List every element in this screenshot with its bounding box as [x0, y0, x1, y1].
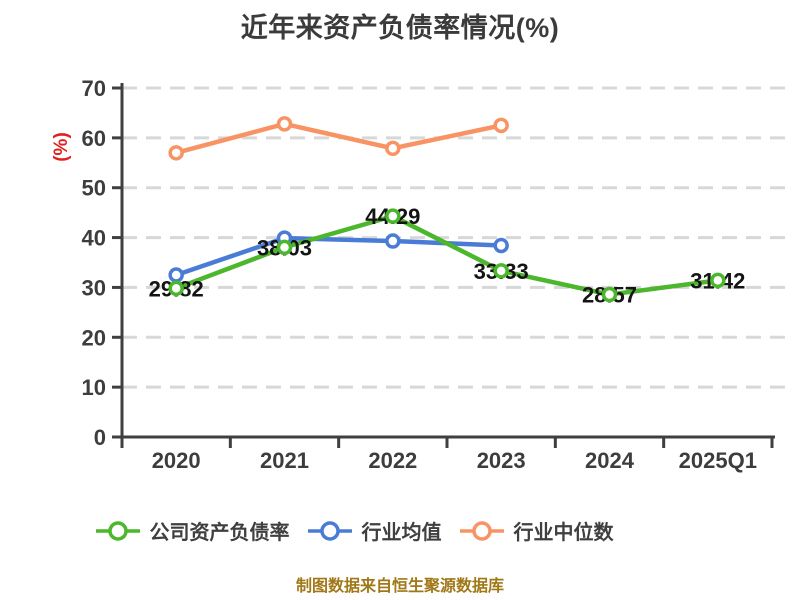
- chart-title: 近年来资产负债率情况(%): [240, 13, 560, 43]
- y-tick-label: 10: [82, 375, 106, 400]
- data-point: [168, 280, 184, 297]
- y-tick-label: 30: [82, 275, 106, 300]
- y-tick-label: 40: [82, 226, 106, 251]
- series-line: [173, 213, 721, 297]
- data-point: [493, 117, 509, 134]
- x-tick-label: 2025Q1: [679, 448, 757, 473]
- legend: 公司资产负债率 行业均值 行业中位数: [0, 516, 800, 545]
- x-tick-label: 2024: [585, 448, 635, 473]
- data-point: [385, 140, 401, 157]
- series-line: [173, 121, 504, 156]
- data-point: [385, 208, 401, 224]
- y-tick-label: 0: [94, 425, 106, 450]
- legend-item-company-ratio[interactable]: 公司资产负债率: [95, 516, 290, 545]
- x-tick-label: 2022: [368, 448, 417, 473]
- data-point: [710, 272, 726, 289]
- legend-label: 行业均值: [361, 522, 442, 544]
- x-tick-label: 2020: [152, 448, 201, 473]
- x-tick-label: 2023: [477, 448, 526, 473]
- legend-label: 行业中位数: [513, 522, 614, 544]
- legend-label: 公司资产负债率: [149, 522, 290, 544]
- x-tick-label: 2021: [260, 448, 309, 473]
- data-point: [601, 286, 618, 303]
- legend-item-industry-median[interactable]: 行业中位数: [459, 516, 614, 545]
- y-tick-label: 70: [82, 76, 106, 101]
- y-tick-label: 60: [82, 126, 106, 151]
- legend-item-industry-mean[interactable]: 行业均值: [307, 516, 442, 545]
- data-point: [276, 239, 293, 256]
- y-tick-label: 20: [82, 325, 106, 350]
- data-source-credit: 制图数据来自恒生聚源数据库: [295, 578, 504, 595]
- data-point: [168, 267, 184, 283]
- data-point: [276, 116, 293, 132]
- data-point: [385, 233, 401, 249]
- line-marker-icon: [459, 520, 504, 541]
- y-tick-label: 50: [82, 176, 106, 201]
- data-point: [168, 145, 184, 161]
- data-point: [493, 237, 509, 254]
- data-point: [493, 263, 509, 279]
- line-marker-icon: [307, 520, 352, 541]
- line-marker-icon: [95, 520, 140, 541]
